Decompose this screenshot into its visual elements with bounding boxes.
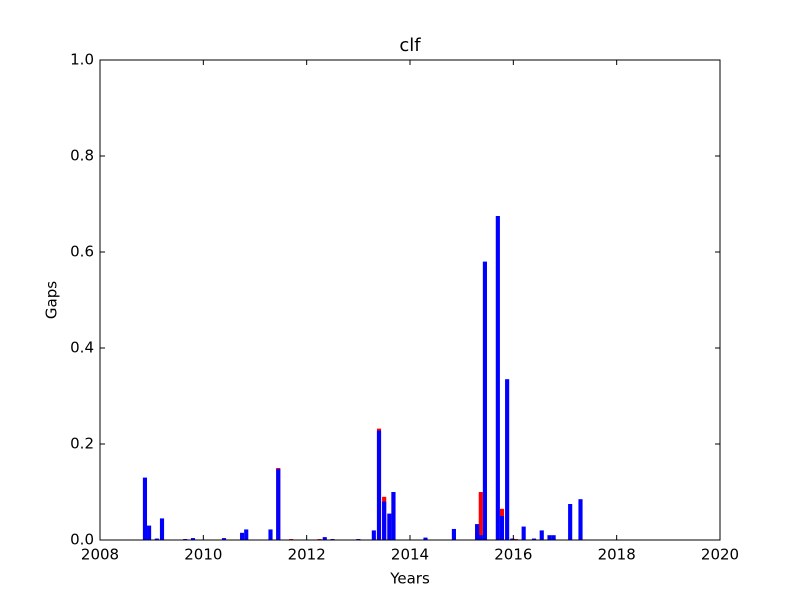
y-tick-label: 0.0 <box>70 531 94 549</box>
bar <box>371 530 376 540</box>
bar <box>521 526 526 540</box>
y-tick-label: 0.2 <box>70 435 94 453</box>
x-tick-label: 2016 <box>494 546 532 564</box>
bar <box>276 468 281 540</box>
y-tick-label: 0.4 <box>70 339 94 357</box>
bar <box>568 504 573 540</box>
bar <box>510 538 515 540</box>
bar <box>376 430 382 540</box>
bar <box>505 379 510 540</box>
x-axis-label: Years <box>389 570 430 588</box>
bar <box>482 261 487 540</box>
bar <box>578 499 583 540</box>
bar <box>159 518 165 540</box>
bar <box>551 535 556 540</box>
chart-title: clf <box>399 35 421 56</box>
x-tick-label: 2010 <box>184 546 222 564</box>
bar <box>244 529 249 540</box>
bar <box>240 532 245 540</box>
bar <box>475 524 480 540</box>
bar <box>322 537 327 540</box>
bar <box>547 535 552 540</box>
bar <box>154 538 159 540</box>
x-tick-label: 2008 <box>81 546 119 564</box>
bar <box>478 492 483 540</box>
bar <box>391 492 396 540</box>
bar <box>539 530 544 540</box>
bar <box>499 516 505 540</box>
x-tick-label: 2014 <box>391 546 429 564</box>
bar <box>495 216 500 540</box>
bar <box>387 513 392 540</box>
bar <box>451 528 456 540</box>
bar <box>142 477 148 540</box>
bar <box>382 501 387 540</box>
x-tick-label: 2012 <box>288 546 326 564</box>
bar <box>478 535 483 540</box>
y-axis-label: Gaps <box>43 281 61 319</box>
x-tick-label: 2020 <box>701 546 739 564</box>
bar <box>423 537 428 540</box>
x-tick-label: 2018 <box>598 546 636 564</box>
y-tick-label: 1.0 <box>70 51 94 69</box>
bar <box>268 529 273 540</box>
y-tick-label: 0.6 <box>70 243 94 261</box>
bar <box>190 538 196 540</box>
bar <box>147 525 152 540</box>
y-tick-label: 0.8 <box>70 147 94 165</box>
bar <box>221 538 227 540</box>
bar <box>531 538 537 540</box>
